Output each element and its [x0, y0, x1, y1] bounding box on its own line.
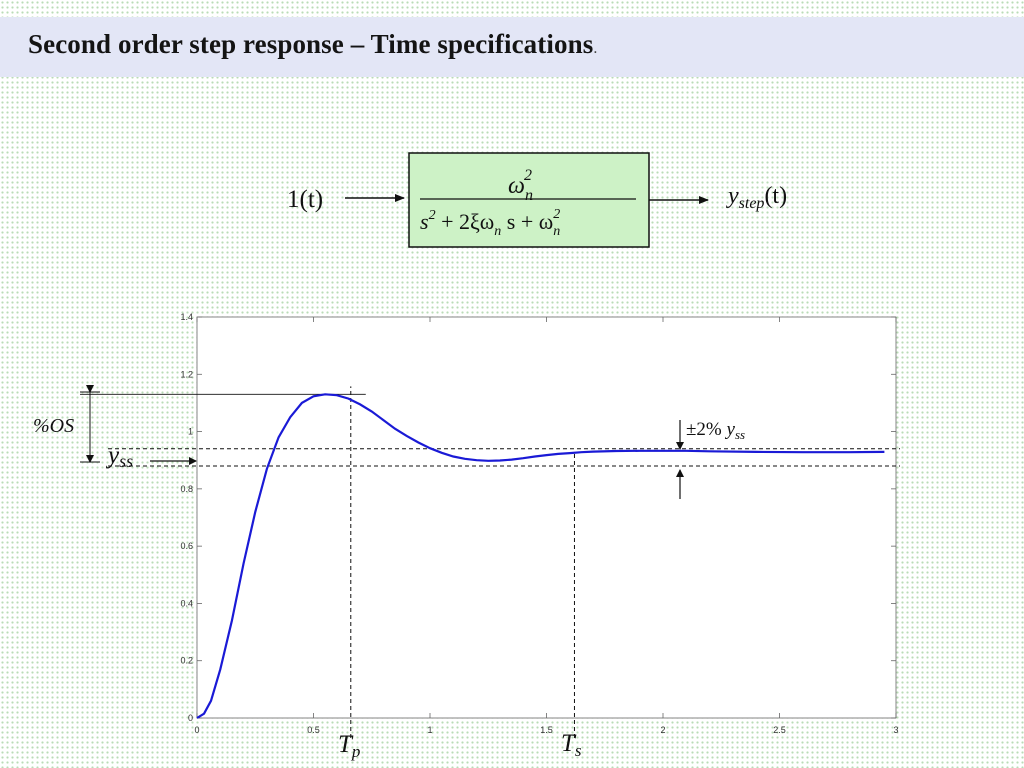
- y-tick-label: 0.2: [180, 656, 193, 666]
- step-response-curve: [196, 393, 885, 719]
- slide-title: Second order step response – Time specif…: [28, 29, 597, 60]
- settling-time-subscript: s: [575, 741, 582, 760]
- output-label-y: y: [726, 183, 739, 209]
- peak-time-t: T: [338, 731, 354, 758]
- overshoot-label-text: %OS: [33, 415, 74, 437]
- y-tick-label: 0: [188, 713, 193, 723]
- slide-title-text: Second order step response – Time specif…: [28, 29, 594, 59]
- x-tick-label: 0: [194, 725, 199, 735]
- band-label-prefix: ±2%: [686, 419, 727, 440]
- x-tick-label: 1: [427, 725, 432, 735]
- settling-time-t: T: [561, 730, 577, 757]
- output-label-subscript: step: [739, 195, 765, 212]
- y-tick-label: 0.6: [180, 541, 193, 551]
- y-tick-label: 0.4: [180, 598, 193, 608]
- steady-state-label: yss: [105, 442, 133, 471]
- peak-time-subscript: p: [351, 742, 361, 761]
- tf-den-s: s: [420, 209, 429, 234]
- output-label: ystep(t): [726, 183, 787, 212]
- band-label-subscript: ss: [735, 427, 745, 442]
- tf-numerator-superscript: 2: [524, 167, 532, 184]
- y-tick-label: 1: [188, 427, 193, 437]
- y-tick-label: 1.2: [180, 369, 193, 379]
- reference-lines: [80, 386, 900, 738]
- plot-area: [196, 316, 897, 719]
- tf-numerator: ωn 2: [508, 167, 533, 204]
- y-tick-label: 1.4: [180, 312, 193, 322]
- overshoot-label: %OS: [33, 415, 74, 437]
- peak-time-label: Tp: [338, 731, 360, 761]
- title-bar: [0, 17, 1024, 77]
- tf-den-s-plus-omega: s + ω: [501, 209, 553, 234]
- tf-numerator-subscript: n: [525, 187, 533, 204]
- axis-ticks: 0 0.5 1 1.5 2 2.5 3 0 0.2 0.4 0.6 0.8 1 1.2 1.4: [180, 312, 898, 735]
- input-label: 1(t): [287, 186, 323, 213]
- steady-state-subscript: ss: [119, 451, 133, 471]
- x-tick-label: 2: [660, 725, 665, 735]
- x-tick-label: 0.5: [307, 725, 320, 735]
- tf-denominator: s2 + 2ξωn s + ωn2: [420, 207, 560, 239]
- tf-den-n1: n: [494, 224, 501, 239]
- band-label-y: y: [725, 419, 736, 440]
- x-tick-label: 2.5: [773, 725, 786, 735]
- title-period: .: [593, 40, 598, 57]
- band-label: ±2% yss: [686, 419, 745, 442]
- x-tick-label: 3: [893, 725, 898, 735]
- tf-den-s-power: 2: [429, 208, 436, 223]
- tf-den-omega-power: 2: [553, 207, 560, 222]
- y-tick-label: 0.8: [180, 484, 193, 494]
- input-label-text: 1(t): [287, 186, 323, 213]
- tf-den-middle: + 2ξω: [436, 209, 495, 234]
- tf-numerator-base: ω: [508, 173, 525, 199]
- x-tick-label: 1.5: [540, 725, 553, 735]
- steady-state-y: y: [105, 442, 120, 469]
- tf-den-n2: n: [553, 224, 560, 239]
- settling-time-label: Ts: [561, 730, 582, 760]
- output-label-arg: (t): [764, 183, 787, 209]
